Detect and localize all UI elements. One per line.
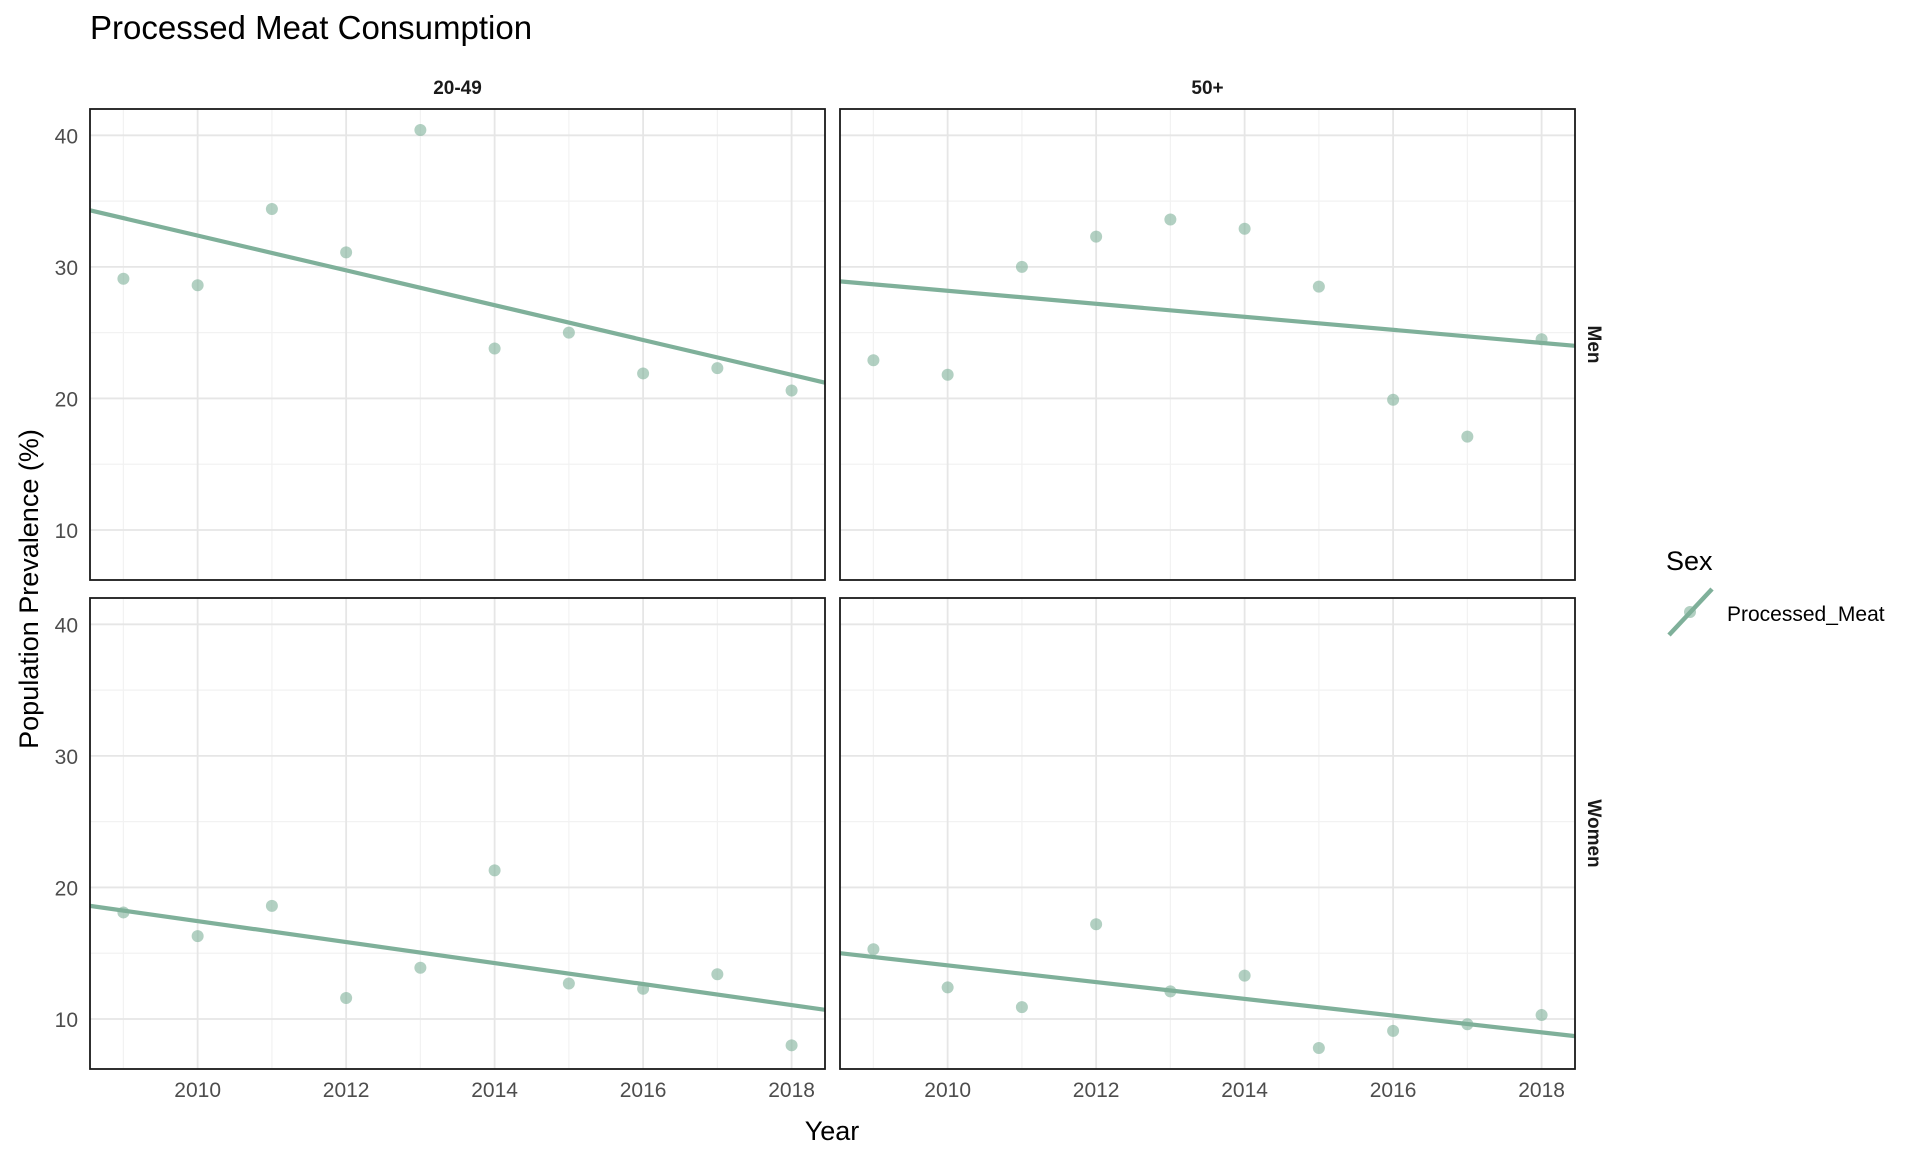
- x-tick-label: 2014: [1221, 1079, 1268, 1102]
- x-tick-label: 2010: [174, 1079, 221, 1102]
- data-point: [265, 202, 278, 215]
- data-point: [562, 977, 575, 990]
- x-tick-label: 2016: [1370, 1079, 1417, 1102]
- data-point: [1461, 1018, 1474, 1031]
- x-tick-label: 2010: [924, 1079, 971, 1102]
- facet-strip-label-20-49: 20-49: [433, 78, 482, 99]
- legend-label-processed-meat: Processed_Meat: [1727, 603, 1885, 626]
- x-axis-title: Year: [805, 1116, 860, 1146]
- legend: Sex Processed_Meat: [1666, 546, 1885, 637]
- chart-title: Processed Meat Consumption: [90, 9, 532, 46]
- data-point: [637, 982, 650, 995]
- panel-border: [839, 108, 1576, 581]
- data-point: [941, 368, 954, 381]
- y-tick-label: 30: [55, 257, 78, 280]
- x-tick-label: 2014: [471, 1079, 518, 1102]
- y-tick-label: 40: [55, 614, 78, 637]
- trend-line: [89, 903, 826, 1012]
- panels-layer: 20-49 10 20 30 40 50+ Men 10 20 30 40 2010 2012 2014 2…: [55, 78, 1604, 1102]
- data-point: [191, 930, 204, 943]
- panel-20-49-women: 10 20 30 40 2010 2012 2014 2016 2018: [55, 597, 826, 1102]
- data-point: [1238, 222, 1251, 235]
- data-point: [488, 342, 501, 355]
- data-point: [785, 1039, 798, 1052]
- y-tick-label: 40: [55, 125, 78, 148]
- panel-border: [89, 108, 826, 581]
- data-point: [414, 124, 427, 137]
- data-point: [117, 906, 130, 919]
- x-tick-label: 2018: [768, 1079, 815, 1102]
- data-point: [1312, 280, 1325, 293]
- legend-title: Sex: [1666, 546, 1713, 576]
- x-tick-label: 2012: [1073, 1079, 1120, 1102]
- panel-50-men: 50+ Men: [839, 78, 1604, 581]
- x-tick-label: 2018: [1518, 1079, 1565, 1102]
- facet-strip-label-50: 50+: [1191, 78, 1223, 99]
- y-tick-label: 20: [55, 877, 78, 900]
- data-point: [1164, 985, 1177, 998]
- data-point: [1164, 213, 1177, 226]
- panel-border: [839, 597, 1576, 1070]
- data-point: [191, 279, 204, 292]
- data-point: [785, 384, 798, 397]
- y-tick-label: 20: [55, 388, 78, 411]
- data-point: [340, 246, 353, 259]
- data-point: [1535, 1009, 1548, 1022]
- trend-line: [839, 279, 1576, 348]
- panel-20-49-men: 20-49 10 20 30 40: [55, 78, 826, 581]
- data-point: [488, 864, 501, 877]
- panel-50-women: Women 2010 2012 2014 2016 2018: [839, 597, 1604, 1102]
- data-point: [1387, 1024, 1400, 1037]
- data-point: [265, 899, 278, 912]
- data-point: [1090, 918, 1103, 931]
- trend-line: [839, 951, 1576, 1039]
- data-point: [867, 354, 880, 367]
- trend-line: [89, 208, 826, 385]
- facet-strip-label-women: Women: [1583, 799, 1604, 867]
- data-point: [1015, 260, 1028, 273]
- data-point: [117, 272, 130, 285]
- y-tick-label: 30: [55, 746, 78, 769]
- data-point: [1535, 333, 1548, 346]
- data-point: [1387, 393, 1400, 406]
- x-tick-label: 2012: [323, 1079, 370, 1102]
- data-point: [711, 968, 724, 981]
- data-point: [414, 961, 427, 974]
- x-tick-label: 2016: [620, 1079, 667, 1102]
- data-point: [1238, 969, 1251, 982]
- data-point: [340, 991, 353, 1004]
- data-point: [941, 981, 954, 994]
- data-point: [562, 326, 575, 339]
- data-point: [637, 367, 650, 380]
- data-point: [1015, 1001, 1028, 1014]
- y-tick-label: 10: [55, 1009, 78, 1032]
- data-point: [711, 362, 724, 375]
- y-axis-title: Population Prevalence (%): [14, 429, 44, 749]
- data-point: [1090, 230, 1103, 243]
- data-point: [1461, 430, 1474, 443]
- panel-border: [89, 597, 826, 1070]
- data-point: [867, 943, 880, 956]
- y-tick-label: 10: [55, 520, 78, 543]
- facet-strip-label-men: Men: [1583, 326, 1604, 364]
- data-point: [1312, 1041, 1325, 1054]
- legend-key-point: [1684, 606, 1696, 618]
